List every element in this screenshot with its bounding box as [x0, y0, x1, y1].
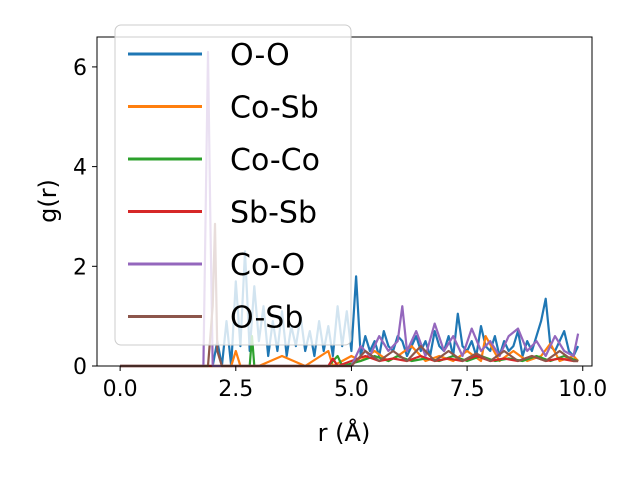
y-tick-label: 4: [73, 156, 87, 181]
y-axis-label: g(r): [34, 179, 62, 223]
x-tick-label: 5.0: [334, 377, 369, 402]
legend-label: O-O: [230, 38, 290, 73]
x-axis-label: r (Å): [318, 418, 371, 447]
y-tick-label: 0: [73, 355, 87, 380]
x-tick-label: 2.5: [218, 377, 253, 402]
legend-label: Sb-Sb: [230, 196, 317, 231]
x-tick-label: 7.5: [450, 377, 485, 402]
legend: O-O Co-Sb Co-Co Sb-Sb Co-O O-Sb: [114, 24, 352, 346]
legend-label: O-Sb: [230, 301, 303, 336]
legend-box: [114, 24, 352, 346]
legend-label: Co-O: [230, 248, 305, 283]
y-tick-label: 2: [73, 255, 87, 280]
x-tick-label: 10.0: [558, 377, 607, 402]
y-tick-label: 6: [73, 56, 87, 81]
x-tick-label: 0.0: [103, 377, 138, 402]
legend-label: Co-Co: [230, 143, 320, 178]
y-axis: 0 2 4 6: [73, 56, 97, 380]
legend-label: Co-Sb: [230, 91, 319, 126]
x-axis: 0.0 2.5 5.0 7.5 10.0: [103, 366, 607, 402]
